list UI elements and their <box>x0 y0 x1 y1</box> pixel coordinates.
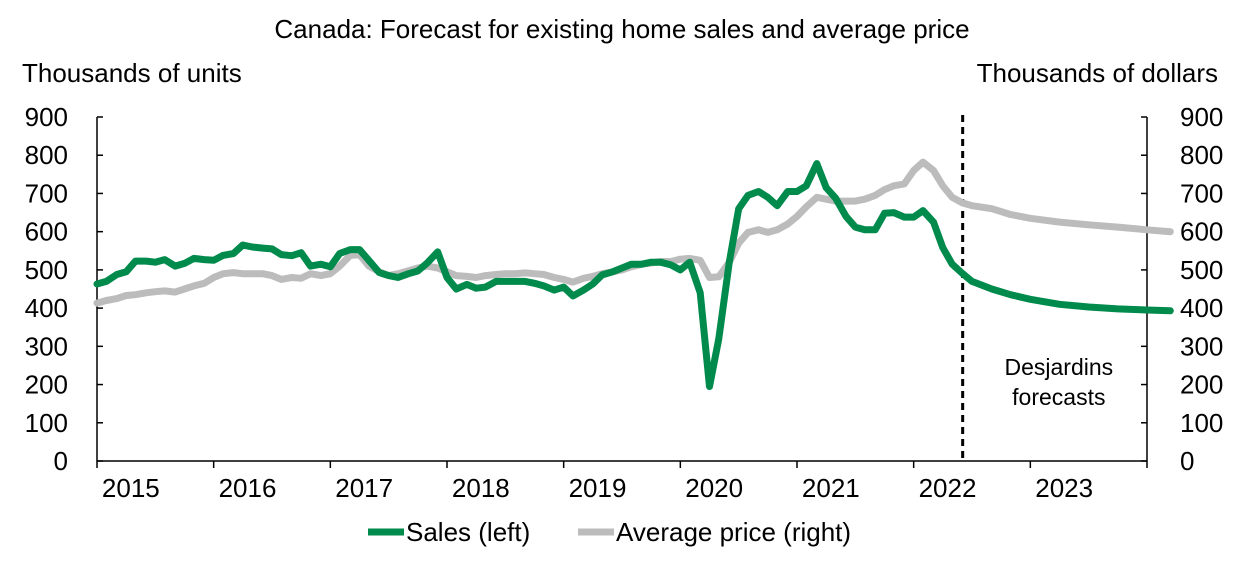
y-right-tick-label: 200 <box>1180 370 1223 400</box>
forecast-annotation-line-1: Desjardins <box>1005 354 1114 380</box>
x-tick-label: 2017 <box>335 473 393 503</box>
x-tick-label: 2018 <box>452 473 510 503</box>
y-left-tick-label: 900 <box>25 102 68 132</box>
y-right-tick-label: 400 <box>1180 293 1223 323</box>
x-tick-label: 2021 <box>802 473 860 503</box>
y-left-tick-label: 600 <box>25 217 68 247</box>
x-tick-label: 2016 <box>219 473 277 503</box>
legend-label-average-price: Average price (right) <box>616 517 851 547</box>
y-left-tick-label: 700 <box>25 178 68 208</box>
x-tick-label: 2020 <box>685 473 743 503</box>
tick-labels: 0 100 200 300 400 500 600 700 800 900 0 100 200 300 40… <box>25 102 1224 503</box>
y-axis-right-label: Thousands of dollars <box>977 58 1218 88</box>
x-tick-label: 2023 <box>1035 473 1093 503</box>
y-right-tick-label: 600 <box>1180 217 1223 247</box>
y-left-tick-label: 0 <box>54 446 68 476</box>
y-left-tick-label: 400 <box>25 293 68 323</box>
chart-title: Canada: Forecast for existing home sales… <box>274 14 969 44</box>
series-line-average-price <box>93 158 1174 307</box>
x-tick-label: 2015 <box>102 473 160 503</box>
y-right-tick-label: 100 <box>1180 408 1223 438</box>
y-right-tick-label: 300 <box>1180 331 1223 361</box>
x-tick-label: 2019 <box>569 473 627 503</box>
y-right-tick-label: 800 <box>1180 140 1223 170</box>
y-left-tick-label: 500 <box>25 255 68 285</box>
y-axis-left-label: Thousands of units <box>22 58 242 88</box>
y-left-tick-label: 800 <box>25 140 68 170</box>
y-right-tick-label: 900 <box>1180 102 1223 132</box>
y-right-tick-label: 0 <box>1180 446 1194 476</box>
series-group <box>93 158 1174 390</box>
y-right-tick-label: 500 <box>1180 255 1223 285</box>
legend: Sales (left) Average price (right) <box>368 517 851 547</box>
series-line-sales <box>93 160 1174 390</box>
forecast-annotation-line-2: forecasts <box>1012 384 1105 410</box>
legend-label-sales: Sales (left) <box>406 517 530 547</box>
axes <box>96 116 1148 468</box>
y-left-tick-label: 300 <box>25 331 68 361</box>
y-left-tick-label: 200 <box>25 370 68 400</box>
y-right-tick-label: 700 <box>1180 178 1223 208</box>
x-tick-label: 2022 <box>919 473 977 503</box>
y-left-tick-label: 100 <box>25 408 68 438</box>
